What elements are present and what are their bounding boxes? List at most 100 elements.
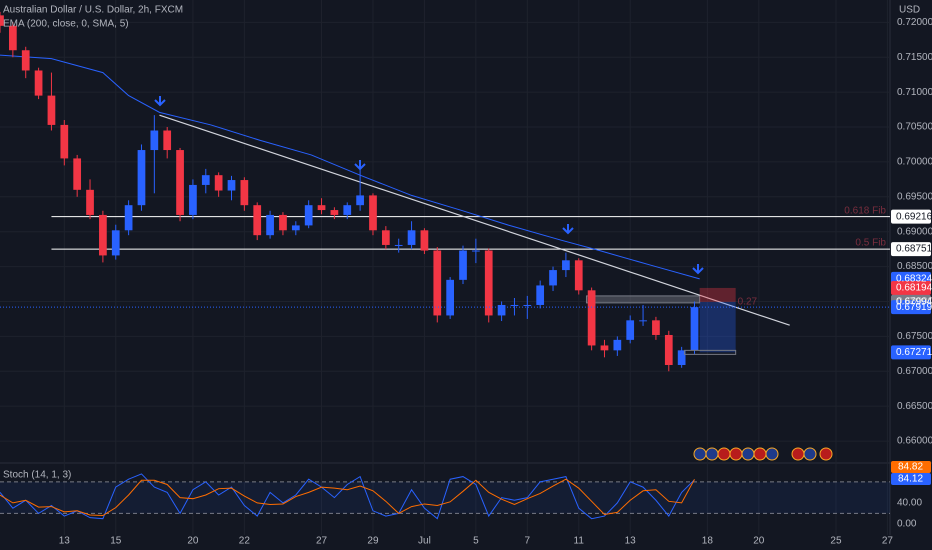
trendline xyxy=(159,114,790,326)
price-tag-label: 0.67994 xyxy=(896,297,932,308)
candle-body xyxy=(510,304,519,306)
candle-body xyxy=(240,180,249,206)
arrow xyxy=(562,224,574,235)
candle-body xyxy=(60,124,69,159)
candle-body xyxy=(86,189,94,215)
stoch-line xyxy=(0,478,695,517)
y-tick-label: 0.72000 xyxy=(897,17,932,28)
candle-body xyxy=(523,304,532,306)
price-tag xyxy=(891,242,931,257)
candle-body xyxy=(600,345,609,351)
icon xyxy=(791,447,805,461)
y-tick-label: 0.71500 xyxy=(897,52,932,63)
price-tag xyxy=(891,209,931,224)
icon xyxy=(693,447,707,461)
zone xyxy=(585,295,701,304)
candle-body xyxy=(394,244,403,246)
fib-label: 0.618 Fib xyxy=(844,205,886,216)
icon xyxy=(729,447,743,461)
stoch-tag-label: 84.82 xyxy=(898,462,923,473)
y-tick-label: 0.67000 xyxy=(897,366,932,377)
candle-body xyxy=(47,95,56,125)
candle-body xyxy=(381,230,390,245)
y-tick-label: 0.66000 xyxy=(897,436,932,447)
y-tick-label: 0.68000 xyxy=(897,296,932,307)
candle-body xyxy=(34,70,43,96)
candle-body xyxy=(574,260,583,291)
arrow xyxy=(154,96,166,107)
candle-body xyxy=(163,130,172,151)
candle-body xyxy=(613,339,622,351)
candle-body xyxy=(472,250,480,252)
candle-body xyxy=(677,350,686,365)
x-tick-label: 29 xyxy=(367,536,379,547)
candle-body xyxy=(420,230,429,251)
candle-body xyxy=(587,290,596,346)
stoch-line xyxy=(0,473,695,520)
candle-body xyxy=(497,304,506,316)
candle-body xyxy=(330,210,339,215)
candle-body xyxy=(433,250,442,316)
stoch-tag xyxy=(891,461,931,473)
x-tick-label: 13 xyxy=(59,536,71,547)
position-label: 0.27 xyxy=(738,297,758,308)
x-tick-label: 20 xyxy=(187,536,199,547)
candle-body xyxy=(690,307,699,351)
x-tick-label: 22 xyxy=(239,536,251,547)
fib-label: 0.5 Fib xyxy=(855,238,886,249)
candle-body xyxy=(279,214,287,231)
icon xyxy=(803,447,817,461)
arrow xyxy=(354,160,366,171)
x-tick-label: 18 xyxy=(702,536,714,547)
target-line xyxy=(684,349,737,355)
y2-tick-label: 40.00 xyxy=(897,498,922,509)
event-icons xyxy=(693,447,833,461)
y-tick-label: 0.69000 xyxy=(897,226,932,237)
candle-body xyxy=(253,205,262,236)
candle-body xyxy=(0,15,4,26)
y-tick-label: 0.66500 xyxy=(897,401,932,412)
x-tick-label: 11 xyxy=(574,536,585,547)
price-tag-label: 0.68324 xyxy=(896,274,932,285)
stoch-tag xyxy=(891,473,931,485)
x-tick-label: 5 xyxy=(473,536,479,547)
stoch-band xyxy=(0,481,890,514)
icon xyxy=(717,447,731,461)
candle-body xyxy=(304,205,313,226)
candle-body xyxy=(664,334,673,365)
candle-body xyxy=(652,320,660,335)
candle-body xyxy=(124,205,133,231)
ema-line xyxy=(0,54,700,280)
icon xyxy=(705,447,719,461)
arrow xyxy=(692,264,704,275)
candle-body xyxy=(459,250,467,280)
candle-body xyxy=(111,230,120,256)
candle-body xyxy=(201,175,210,185)
icon xyxy=(753,447,767,461)
candle-body xyxy=(626,320,635,340)
candle-body xyxy=(446,279,455,316)
candle-body xyxy=(549,270,557,286)
price-tag-label: 0.67919 xyxy=(896,302,932,313)
icon xyxy=(765,447,779,461)
candle-body xyxy=(99,214,107,256)
candle-body xyxy=(227,180,236,191)
stoch-title: Stoch (14, 1, 3) xyxy=(3,470,71,481)
labels: Australian Dollar / U.S. Dollar, 2h, FXC… xyxy=(3,5,932,547)
marks xyxy=(0,11,931,520)
candle-body xyxy=(266,214,274,236)
candle-body xyxy=(562,260,570,271)
price-tag-label: 0.68194 xyxy=(896,283,932,294)
x-tick-label: 13 xyxy=(625,536,637,547)
candle-body xyxy=(137,150,146,206)
candle-body xyxy=(369,195,377,231)
candle-body xyxy=(291,225,300,231)
currency: USD xyxy=(899,5,920,16)
price-tag xyxy=(891,345,931,360)
x-tick-label: 7 xyxy=(525,536,531,547)
candle-body xyxy=(9,25,17,51)
candle-body xyxy=(356,195,364,206)
candle-body xyxy=(176,150,184,215)
stoch-tag-label: 84.12 xyxy=(898,474,923,485)
candle-body xyxy=(21,50,30,71)
